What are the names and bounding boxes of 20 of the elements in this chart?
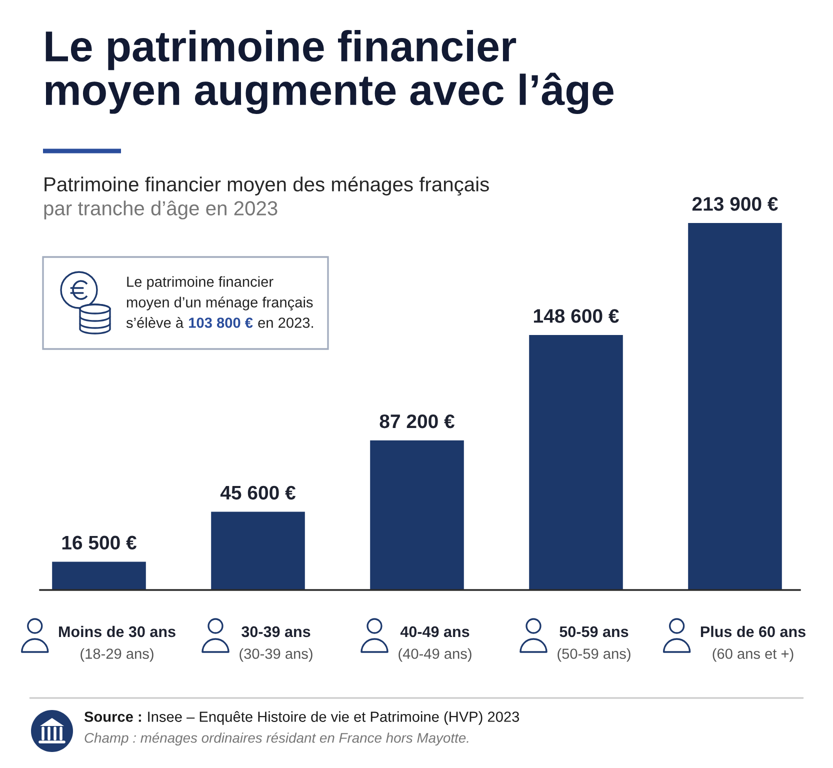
x-tick-label: 40-49 ans (40-49 ans) <box>398 626 472 662</box>
x-tick-label: 50-59 ans (50-59 ans) <box>558 626 630 662</box>
data-label: 16 500 € <box>62 536 137 550</box>
bar <box>370 440 464 590</box>
source-note: Source : Insee – Enquête Histoire de vie et Patrimoine (HVP) 2023 <box>84 711 520 725</box>
bar <box>529 335 623 590</box>
text: Champ : ménages ordinaires résidant en France hors Mayotte. <box>84 732 468 746</box>
data-label: 45 600 € <box>220 486 296 500</box>
bar <box>52 562 146 590</box>
x-tick-label: Moins de 30 ans (18-29 ans) <box>59 626 176 662</box>
data-label: 213 900 € <box>692 197 778 211</box>
data-label: 148 600 € <box>534 309 619 323</box>
x-tick-label: Plus de 60 ans (60 ans et +) <box>700 626 806 662</box>
annotation: Le patrimoine financier moyen d’un ménage français s’élève à 103 800 € en 2023. <box>126 276 313 328</box>
x-tick-label: 30-39 ans (30-39 ans) <box>240 626 312 662</box>
bar <box>688 223 782 590</box>
chart-subtitle: Patrimoine financier moyen des ménages français par tranche d’âge en 2023 <box>44 176 489 220</box>
data-label: 87 200 € <box>380 414 455 428</box>
bar <box>211 512 305 590</box>
chart-title: Le patrimoine financier moyen augmente avec l’âge <box>46 30 614 114</box>
